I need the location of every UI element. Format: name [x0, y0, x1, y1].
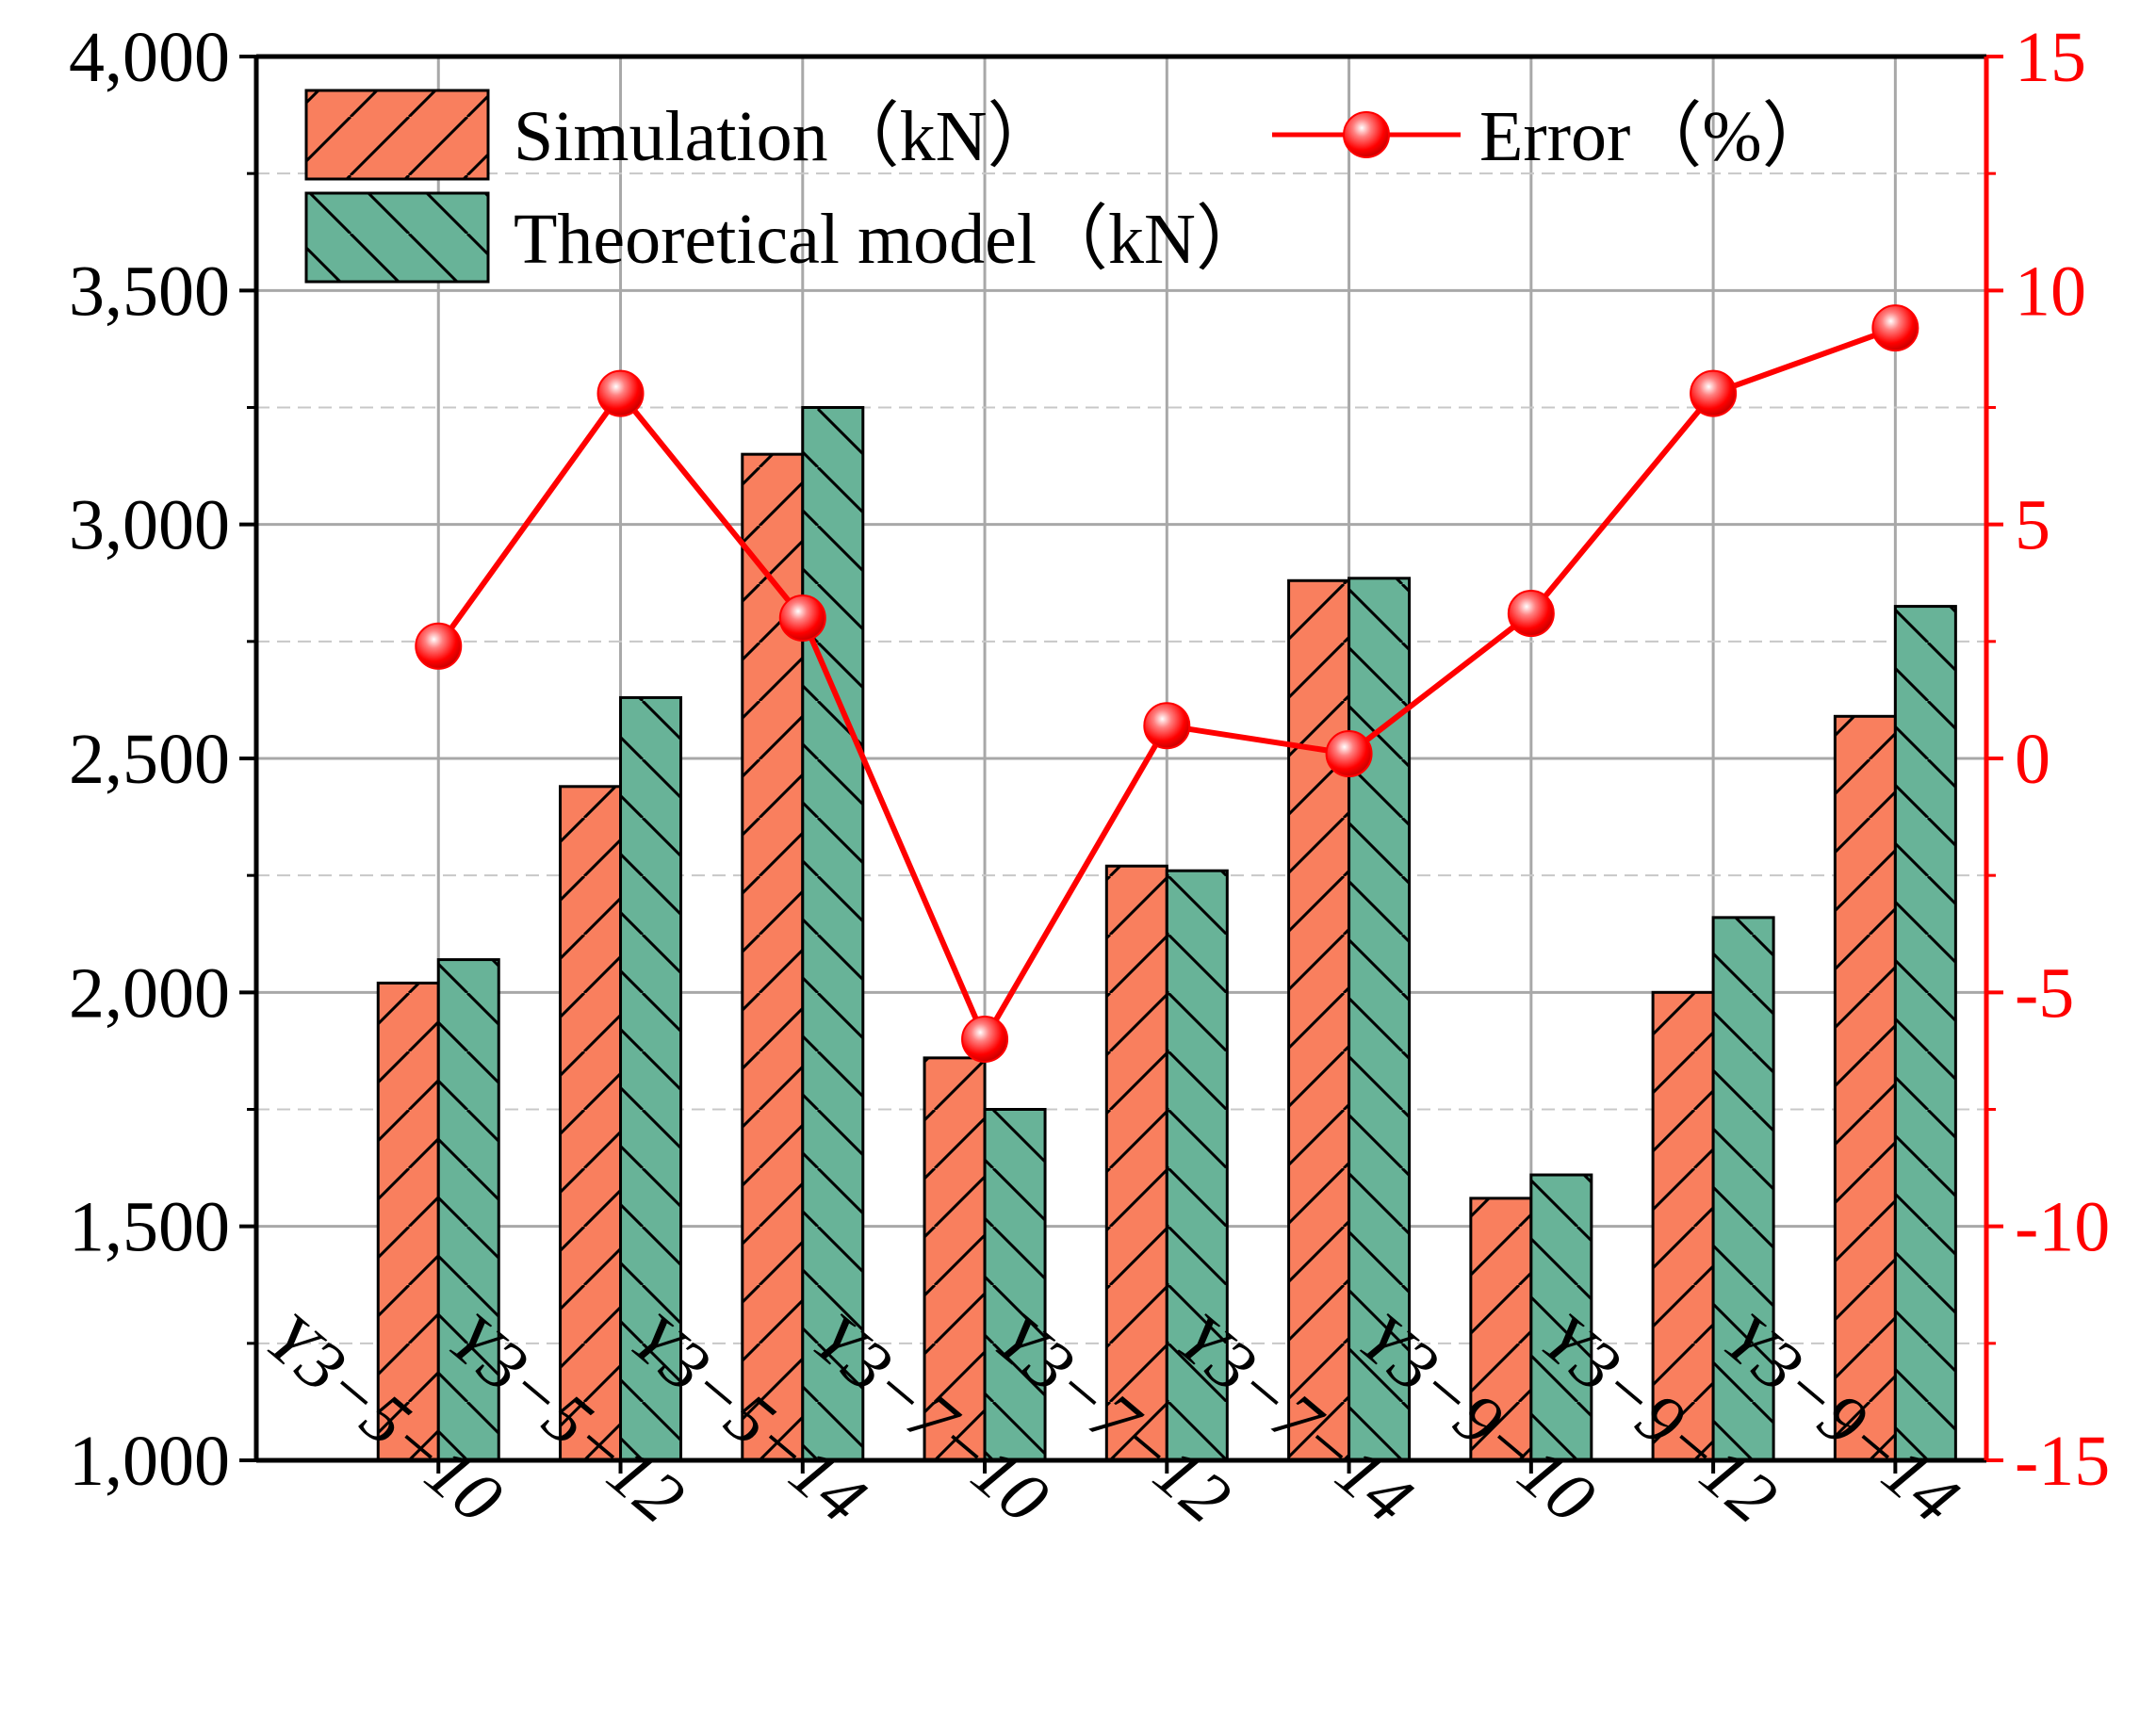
bar-theoretical[interactable] — [801, 406, 865, 1462]
bar-hatch — [1287, 578, 1351, 1462]
bar-hatch — [1104, 864, 1168, 1462]
bar-hatch — [1469, 1197, 1533, 1462]
bar-theoretical[interactable] — [1165, 869, 1229, 1462]
bar-simulation[interactable] — [376, 981, 440, 1462]
legend-swatch-theoretical-hatch — [304, 191, 490, 284]
bar-simulation[interactable] — [559, 785, 623, 1462]
tick-label-left: 1,500 — [69, 1188, 230, 1267]
bar-simulation[interactable] — [923, 1056, 987, 1462]
error-point[interactable] — [1507, 590, 1555, 638]
bar-theoretical[interactable] — [1711, 916, 1775, 1462]
tick-label-left: 1,000 — [69, 1422, 230, 1501]
bar-hatch — [801, 406, 865, 1462]
tick-label-right: 0 — [2015, 720, 2050, 799]
bar-simulation[interactable] — [1833, 714, 1897, 1462]
legend-marker-error — [1343, 111, 1390, 158]
error-point[interactable] — [961, 1016, 1009, 1063]
tick-label-left: 2,500 — [69, 720, 230, 799]
error-point[interactable] — [1325, 730, 1373, 778]
tick-label-left: 3,500 — [69, 252, 230, 331]
bar-hatch — [619, 695, 683, 1462]
legend[interactable]: Simulation（kN） Theoretical model（kN） Err… — [304, 89, 1834, 284]
tick-label-left: 3,000 — [69, 486, 230, 565]
legend-item-error[interactable]: Error（%） — [1272, 97, 1834, 176]
bar-simulation[interactable] — [1104, 864, 1168, 1462]
tick-label-right: 10 — [2015, 252, 2086, 331]
error-point[interactable] — [1690, 369, 1738, 417]
bar-theoretical[interactable] — [1348, 577, 1412, 1462]
bar-hatch — [1529, 1173, 1593, 1462]
bar-theoretical[interactable] — [983, 1108, 1047, 1462]
ticks: 1,000 1,500 2,000 2,500 3,000 3,500 4,000 -15 -1… — [69, 18, 2110, 1501]
error-point[interactable] — [1143, 702, 1191, 750]
bar-hatch — [1165, 869, 1229, 1462]
tick-label-left: 4,000 — [69, 18, 230, 97]
bar-theoretical[interactable] — [619, 695, 683, 1462]
bar-simulation[interactable] — [1287, 578, 1351, 1462]
bar-theoretical[interactable] — [436, 958, 500, 1462]
tick-label-right: -10 — [2015, 1188, 2110, 1267]
bar-hatch — [559, 785, 623, 1462]
legend-label-theoretical: Theoretical model（kN） — [514, 200, 1267, 279]
bar-hatch — [1348, 577, 1412, 1462]
error-line — [415, 304, 1919, 1063]
bar-hatch — [1893, 605, 1957, 1462]
tick-label-left: 2,000 — [69, 953, 230, 1033]
tick-label-right: -15 — [2015, 1422, 2110, 1501]
bar-hatch — [436, 958, 500, 1462]
bar-theoretical[interactable] — [1529, 1173, 1593, 1462]
error-point[interactable] — [1871, 304, 1919, 352]
legend-swatch-simulation-hatch — [304, 89, 490, 181]
tick-label-right: -5 — [2015, 953, 2074, 1033]
bar-theoretical[interactable] — [1893, 605, 1957, 1462]
error-point[interactable] — [415, 622, 463, 670]
bar-hatch — [983, 1108, 1047, 1462]
bars — [376, 406, 1957, 1462]
tick-label-right: 15 — [2015, 18, 2086, 97]
legend-item-theoretical[interactable]: Theoretical model（kN） — [304, 191, 1267, 284]
bar-hatch — [1833, 714, 1897, 1462]
error-point[interactable] — [596, 369, 645, 417]
legend-item-simulation[interactable]: Simulation（kN） — [304, 89, 1058, 181]
legend-label-error: Error（%） — [1479, 97, 1834, 176]
error-point[interactable] — [778, 594, 826, 642]
legend-label-simulation: Simulation（kN） — [514, 97, 1058, 176]
tick-label-right: 5 — [2015, 486, 2050, 565]
bar-simulation[interactable] — [1469, 1197, 1533, 1462]
